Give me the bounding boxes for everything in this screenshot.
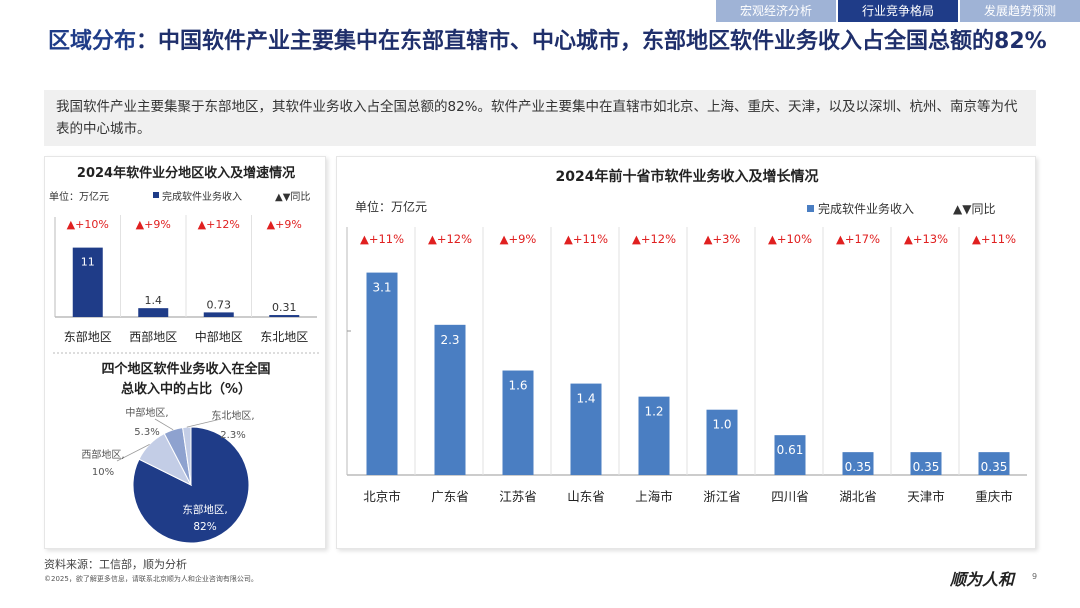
top10-growth-label: ▲+9% <box>500 232 537 246</box>
top10-growth-label: ▲+10% <box>768 232 812 246</box>
region-chart-title: 2024年软件业分地区收入及增速情况 <box>77 165 295 181</box>
top10-value-label: 1.0 <box>712 418 731 432</box>
top10-bar <box>570 383 602 475</box>
region-bar <box>269 315 300 317</box>
top10-category-label: 浙江省 <box>703 489 741 504</box>
region-value-label: 11 <box>81 256 95 269</box>
top10-value-label: 1.2 <box>644 405 663 419</box>
pie-label-west-name: 西部地区, <box>81 448 124 461</box>
top10-bar <box>706 409 738 475</box>
region-growth-label: ▲+9% <box>267 218 302 231</box>
top10-growth-label: ▲+3% <box>704 232 741 246</box>
pie-label-central-name: 中部地区, <box>125 406 168 419</box>
pie-label-east-name: 东部地区, <box>182 503 227 516</box>
top10-bar <box>434 324 466 475</box>
top10-value-label: 2.3 <box>440 333 459 347</box>
region-value-label: 1.4 <box>145 294 163 307</box>
top10-value-label: 1.6 <box>508 379 527 393</box>
tab-trend-forecast[interactable]: 发展趋势预测 <box>960 0 1080 22</box>
top10-category-label: 江苏省 <box>499 489 537 504</box>
page-title-rest: ：中国软件产业主要集中在东部直辖市、中心城市，东部地区软件业务收入占全国总额的8… <box>136 29 1047 54</box>
region-legend-bar: 完成软件业务收入 <box>162 190 242 203</box>
region-value-label: 0.31 <box>272 301 297 314</box>
source-note: 资料来源：工信部，顺为分析 <box>44 558 187 571</box>
pie-label-west-value: 10% <box>92 467 114 478</box>
region-growth-label: ▲+9% <box>136 218 171 231</box>
top10-value-label: 0.61 <box>777 443 804 457</box>
region-growth-label: ▲+10% <box>67 218 109 231</box>
top10-value-label: 3.1 <box>372 281 391 295</box>
region-legend-swatch <box>153 192 159 198</box>
top10-legend-growth: ▲▼同比 <box>953 202 995 216</box>
pie-label-east-value: 82% <box>193 521 216 533</box>
top10-category-label: 广东省 <box>431 489 469 504</box>
top10-category-label: 上海市 <box>635 489 673 504</box>
pie-leader-line <box>116 444 150 462</box>
pie-label-central-value: 5.3% <box>134 427 159 438</box>
summary-box: 我国软件产业主要集聚于东部地区，其软件业务收入占全国总额的82%。软件产业主要集… <box>44 90 1036 146</box>
top10-bar <box>366 272 398 475</box>
pie-label-northeast-value: 2.3% <box>220 430 245 441</box>
tab-macro-economy[interactable]: 宏观经济分析 <box>716 0 836 22</box>
page-number: 9 <box>1032 572 1038 581</box>
top10-bar <box>842 452 874 475</box>
top10-chart-unit: 单位：万亿元 <box>355 199 427 214</box>
top10-value-label: 1.4 <box>576 392 595 406</box>
top10-growth-label: ▲+11% <box>564 232 608 246</box>
top10-category-label: 重庆市 <box>975 489 1013 504</box>
region-value-label: 0.73 <box>207 298 232 311</box>
region-category-label: 中部地区 <box>195 329 243 344</box>
top10-growth-label: ▲+11% <box>360 232 404 246</box>
region-growth-label: ▲+12% <box>198 218 240 231</box>
page-title-key: 区域分布 <box>48 29 137 54</box>
page-title: 区域分布：中国软件产业主要集中在东部直辖市、中心城市，东部地区软件业务收入占全国… <box>48 28 1048 56</box>
top10-bar <box>978 452 1010 475</box>
top10-bar <box>910 452 942 475</box>
pie-chart-title: 四个地区软件业务收入在全国总收入中的占比（%） <box>101 361 270 397</box>
region-bar <box>72 247 103 317</box>
top10-bar <box>638 396 670 475</box>
top10-category-label: 天津市 <box>907 489 945 504</box>
top10-category-label: 山东省 <box>567 489 605 504</box>
region-bar <box>203 312 234 317</box>
top10-legend-bar: 完成软件业务收入 <box>818 201 914 216</box>
pie-slice-northeast <box>182 426 192 486</box>
pie-leader-line <box>186 418 222 428</box>
tab-industry-competition[interactable]: 行业竞争格局 <box>838 0 958 22</box>
right-panel: 2024年前十省市软件业务收入及增长情况单位：万亿元 完成软件业务收入 ▲▼同比 3.… <box>336 156 1036 549</box>
top10-value-label: 0.35 <box>845 460 872 474</box>
top10-value-label: 0.35 <box>981 460 1008 474</box>
region-legend-growth: ▲▼同比 <box>275 191 310 203</box>
brand-logo: 顺为人和 <box>950 570 1015 589</box>
left-panel: 2024年软件业分地区收入及增速情况单位：万亿元 完成软件业务收入 ▲▼同比 11 ▲+… <box>44 156 326 549</box>
top10-chart-title: 2024年前十省市软件业务收入及增长情况 <box>556 168 819 185</box>
pie-leader-line <box>154 418 174 431</box>
top10-growth-label: ▲+12% <box>428 232 472 246</box>
pie-label-northeast-name: 东北地区, <box>211 409 254 422</box>
top10-legend-swatch <box>807 205 814 212</box>
top10-bar <box>502 370 534 475</box>
top-nav: 宏观经济分析 行业竞争格局 发展趋势预测 <box>714 0 1080 22</box>
top10-growth-label: ▲+17% <box>836 232 880 246</box>
region-bar <box>138 308 169 317</box>
top10-value-label: 0.35 <box>913 460 940 474</box>
region-category-label: 东北地区 <box>260 330 308 344</box>
region-chart-unit: 单位：万亿元 <box>49 190 109 203</box>
top10-category-label: 北京市 <box>363 489 401 504</box>
top10-bar <box>774 435 806 475</box>
top10-category-label: 四川省 <box>771 489 809 504</box>
region-category-label: 西部地区 <box>129 329 177 344</box>
top10-growth-label: ▲+12% <box>632 232 676 246</box>
top10-growth-label: ▲+11% <box>972 232 1016 246</box>
top10-growth-label: ▲+13% <box>904 232 948 246</box>
top10-category-label: 湖北省 <box>839 489 877 504</box>
region-category-label: 东部地区 <box>64 329 112 344</box>
copyright-note: ©2025，欲了解更多信息，请联系北京顺为人和企业咨询有限公司。 <box>44 575 258 583</box>
